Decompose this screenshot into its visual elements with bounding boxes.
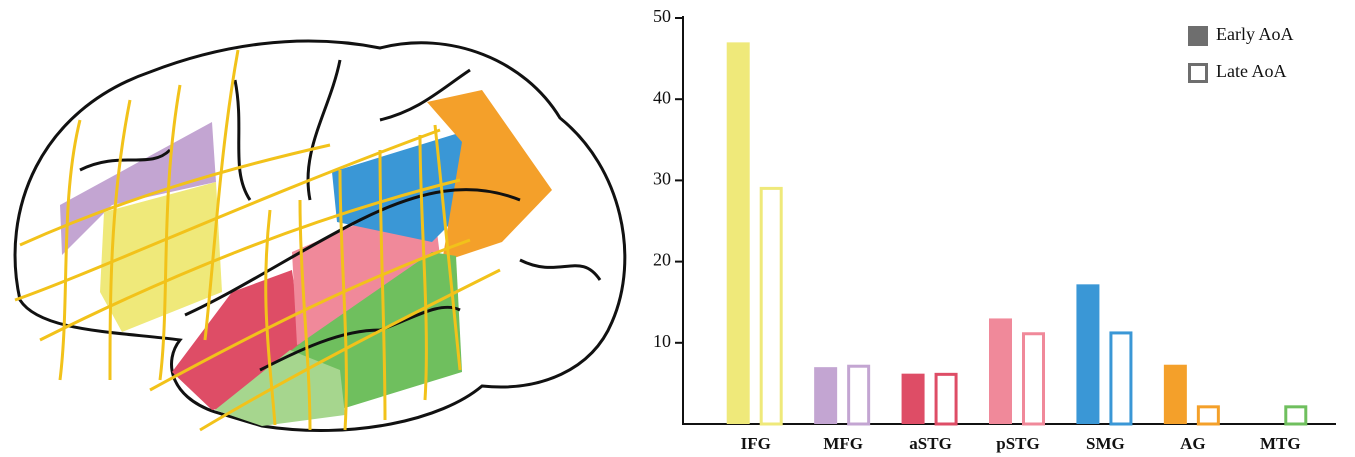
- legend-swatch: [1188, 26, 1208, 46]
- bar: [727, 42, 750, 424]
- y-tick-label: 50: [653, 6, 671, 26]
- bar: [936, 374, 956, 424]
- y-tick-label: 10: [653, 331, 671, 351]
- bar: [1198, 407, 1218, 424]
- x-tick-label: MFG: [823, 434, 863, 453]
- y-tick-label: 20: [653, 250, 671, 270]
- x-tick-label: MTG: [1260, 434, 1301, 453]
- x-tick-label: IFG: [741, 434, 771, 453]
- y-tick-label: 40: [653, 87, 671, 107]
- bar: [1076, 284, 1099, 424]
- brain-illustration: [15, 41, 625, 430]
- bar: [849, 366, 869, 424]
- legend-label: Late AoA: [1216, 61, 1286, 81]
- figure: 10 20 30 40 50 IFG MFG aSTG pSTG SMG AG MTG Early Ao…: [0, 0, 1355, 457]
- legend-swatch: [1190, 65, 1207, 82]
- bar: [814, 367, 837, 424]
- bar: [902, 374, 925, 424]
- bar: [1286, 407, 1306, 424]
- bar: [1164, 365, 1187, 424]
- x-tick-label: AG: [1180, 434, 1206, 453]
- legend-label: Early AoA: [1216, 24, 1293, 44]
- bar: [1111, 333, 1131, 424]
- x-tick-label: SMG: [1086, 434, 1125, 453]
- x-tick-label: pSTG: [996, 434, 1039, 453]
- y-tick-label: 30: [653, 169, 671, 189]
- bar: [1024, 334, 1044, 424]
- x-tick-label: aSTG: [909, 434, 952, 453]
- bar: [761, 188, 781, 424]
- bar: [989, 318, 1012, 424]
